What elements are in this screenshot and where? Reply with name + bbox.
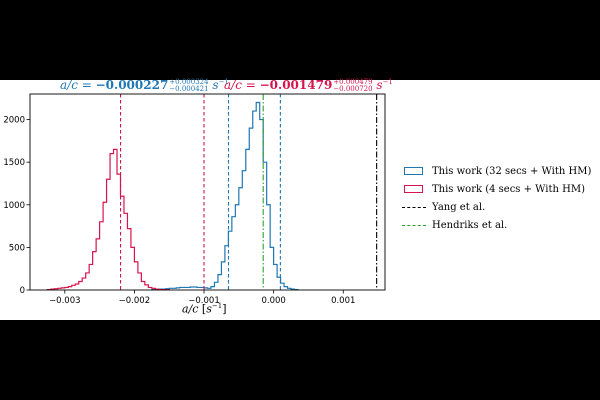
x-tick-label-4: 0.001 [331,296,355,306]
legend-swatch-yang [402,201,426,213]
legend-label-hendriks: Hendriks et al. [432,219,508,231]
legend-swatch-blue [402,165,426,177]
y-tick-label-4: 2000 [3,116,25,126]
x-tick-label-1: −0.002 [119,296,150,306]
y-tick-label-0: 0 [20,286,25,296]
histogram-series-1 [46,148,170,291]
figure-panel: −0.003 −0.002 −0.001 0.000 0.001 0 500 1000 1500… [0,77,600,320]
histogram-chart: −0.003 −0.002 −0.001 0.000 0.001 0 500 1000 1500… [3,93,386,306]
y-tick-label-1: 500 [9,243,25,253]
plot-frame [29,93,386,291]
x-axis-label: a/c [s−1] [182,302,227,316]
x-tick-label-2: −0.001 [188,296,219,306]
legend-item-hendriks: Hendriks et al. [402,216,591,234]
legend-item-yang: Yang et al. [402,198,591,216]
x-tick-label-0: −0.003 [49,296,80,306]
y-tick-label-2: 1000 [3,201,25,211]
legend-item-red: This work (4 secs + With HM) [402,180,591,198]
legend-label-yang: Yang et al. [432,201,486,213]
legend-swatch-red [402,183,426,195]
legend: This work (32 secs + With HM) This work … [402,162,591,234]
legend-label-blue: This work (32 secs + With HM) [432,165,592,177]
legend-item-blue: This work (32 secs + With HM) [402,162,591,180]
x-tick-label-3: 0.000 [261,296,285,306]
annotation-blue: a/c = −0.000227 +0.000324 −0.000421 s−1 [60,77,229,93]
legend-label-red: This work (4 secs + With HM) [432,183,585,195]
y-tick-label-3: 1500 [3,158,25,168]
legend-swatch-hendriks [402,219,426,231]
annotation-red: a/c = −0.001479 +0.000479 −0.000720 s−1 [224,77,393,93]
histogram-series-0 [151,101,299,291]
